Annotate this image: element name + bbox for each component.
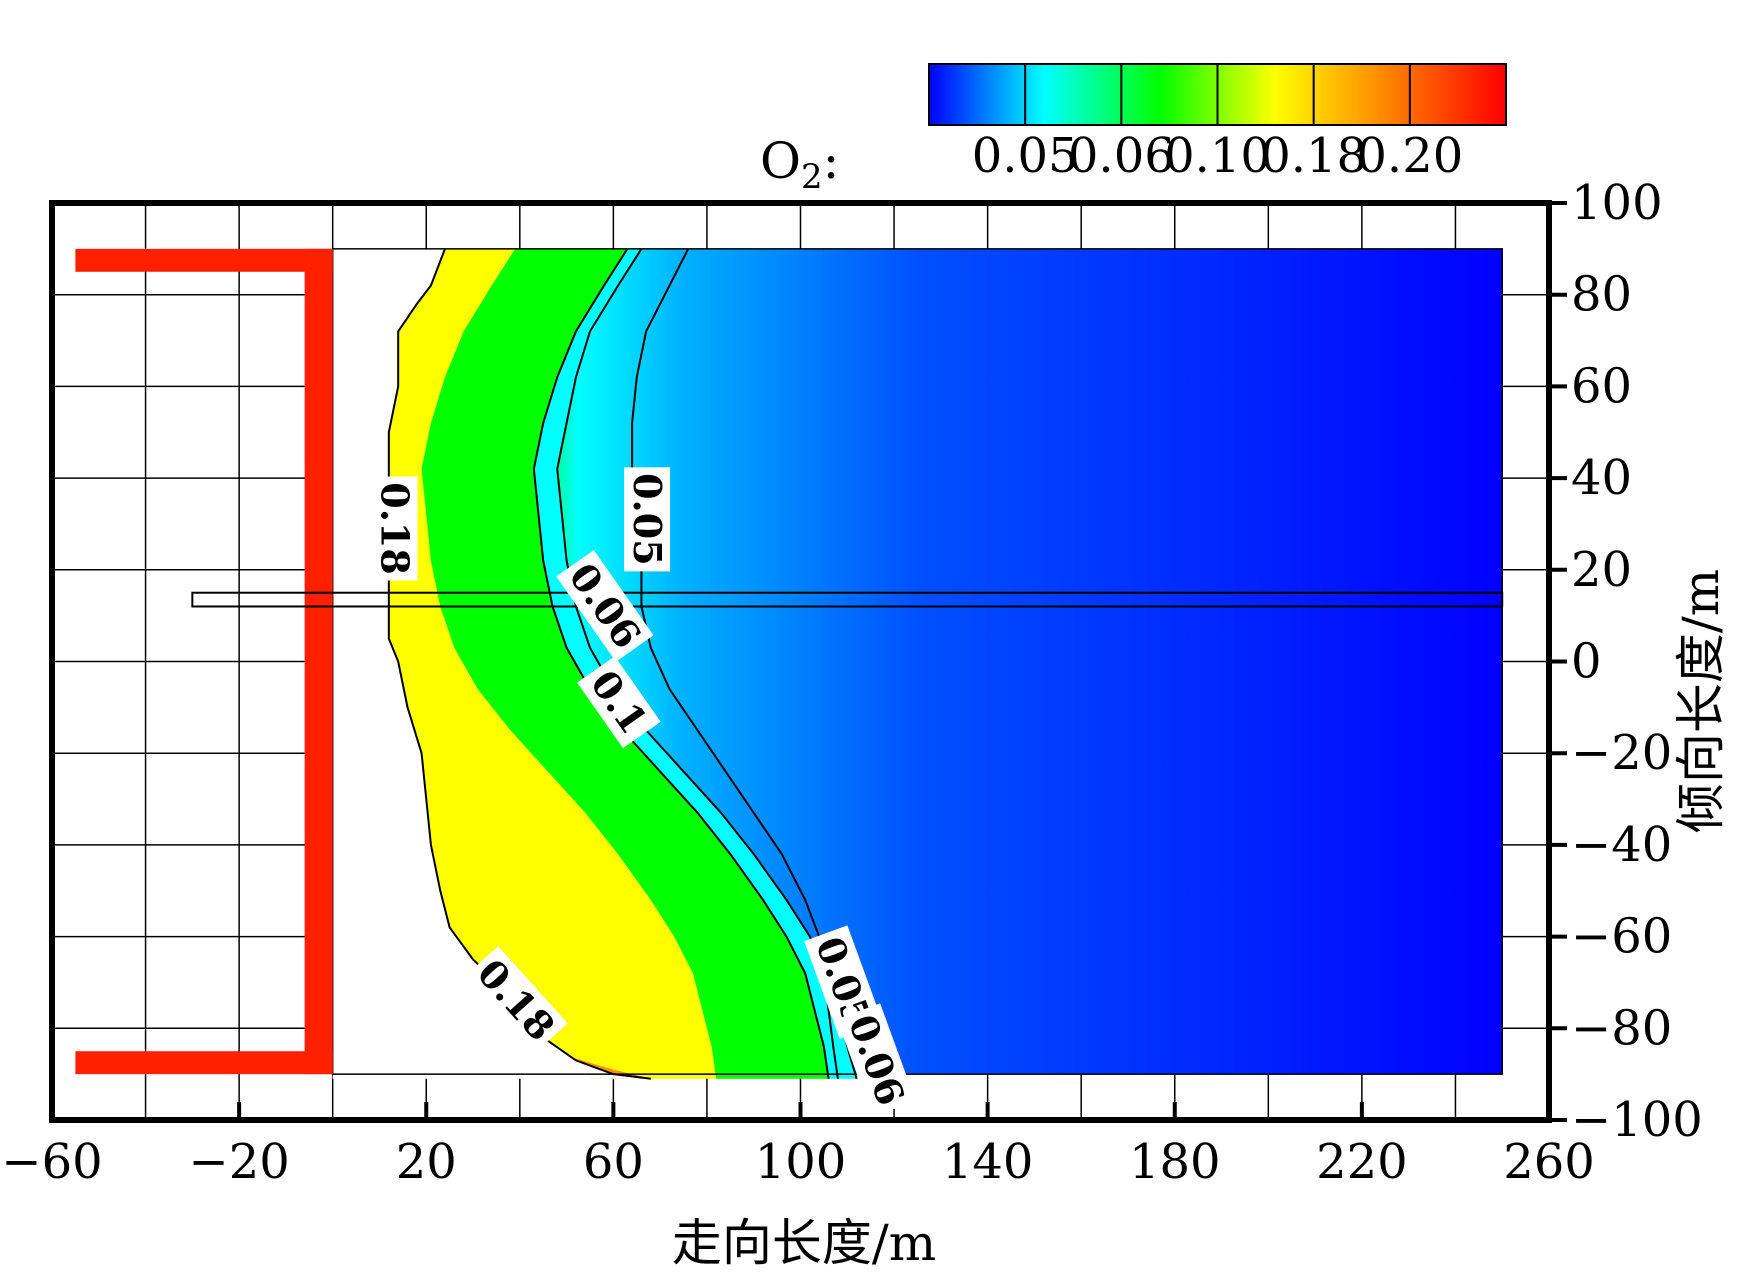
x-tick-label: −20	[188, 1134, 289, 1190]
x-tick-label: 180	[1129, 1134, 1221, 1190]
y-tick-label: 40	[1571, 450, 1632, 506]
contour-label: 0.18	[371, 476, 418, 581]
y-tick-label: −100	[1571, 1092, 1703, 1148]
y-axis-title: 倾向长度/m	[1672, 569, 1730, 833]
colorbar-tick-label: 0.10	[1164, 128, 1271, 184]
contour-label-background	[624, 467, 671, 572]
y-tick-label: −40	[1571, 817, 1672, 873]
contour-label-background	[371, 476, 418, 581]
y-tick-label: 20	[1571, 542, 1632, 598]
colorbar-tick-label: 0.20	[1356, 128, 1463, 184]
x-tick-label: 140	[942, 1134, 1034, 1190]
colorbar-label-subscript: 2	[801, 157, 823, 197]
y-tick-label: 80	[1571, 267, 1632, 323]
colorbar-label-main: O	[760, 132, 801, 190]
colorbar-label-suffix: :	[823, 132, 840, 190]
colorbar-dividers	[1024, 64, 1411, 125]
colorbar: O2: 0.050.060.100.180.20	[760, 63, 1507, 197]
contour-label-background	[836, 1003, 916, 1117]
y-tick-label: 0	[1571, 634, 1602, 690]
working-face	[304, 248, 333, 1075]
goaf-blank-region	[332, 248, 651, 1079]
y-tick-label: −60	[1571, 909, 1672, 965]
contour-label-background	[577, 656, 661, 749]
colorbar-tick-label: 0.18	[1260, 128, 1367, 184]
colorbar-tick-labels: 0.050.060.100.180.20	[972, 128, 1464, 184]
contour-label-background	[463, 946, 568, 1055]
contour-label-text: 0.18	[373, 482, 418, 575]
contour-label: 0.05	[624, 467, 671, 572]
colorbar-label: O2:	[760, 132, 840, 197]
intake-airway-bottom	[75, 1051, 333, 1075]
colorbar-tick-label: 0.06	[1068, 128, 1175, 184]
x-tick-label: 20	[396, 1134, 457, 1190]
x-tick-label: 260	[1503, 1134, 1595, 1190]
y-tick-label: 60	[1571, 358, 1632, 414]
contour-label-text: 0.05	[625, 473, 670, 566]
y-axis-ticks: 100 80 60 40 20 0 −20 −40 −60 −80 −100	[1549, 175, 1703, 1148]
x-tick-label: 60	[583, 1134, 644, 1190]
contour-label-background	[556, 550, 654, 662]
x-axis-title: 走向长度/m	[672, 1214, 936, 1272]
o2-concentration-field	[331, 248, 1503, 1079]
y-tick-label: −80	[1571, 1000, 1672, 1056]
x-axis-ticks: −60 −20 20 60 100 140 180 220 260	[1, 1102, 1595, 1190]
borehole-line	[191, 591, 1504, 608]
y-tick-label: −20	[1571, 725, 1672, 781]
x-tick-label: −60	[1, 1134, 102, 1190]
colorbar-tick-label: 0.05	[972, 128, 1079, 184]
y-tick-label: 100	[1571, 175, 1663, 231]
o2-mid-band	[421, 248, 829, 1079]
roadway-features	[75, 248, 1504, 1075]
x-tick-label: 220	[1316, 1134, 1408, 1190]
x-tick-label: 100	[755, 1134, 847, 1190]
intake-airway-top	[75, 248, 333, 272]
